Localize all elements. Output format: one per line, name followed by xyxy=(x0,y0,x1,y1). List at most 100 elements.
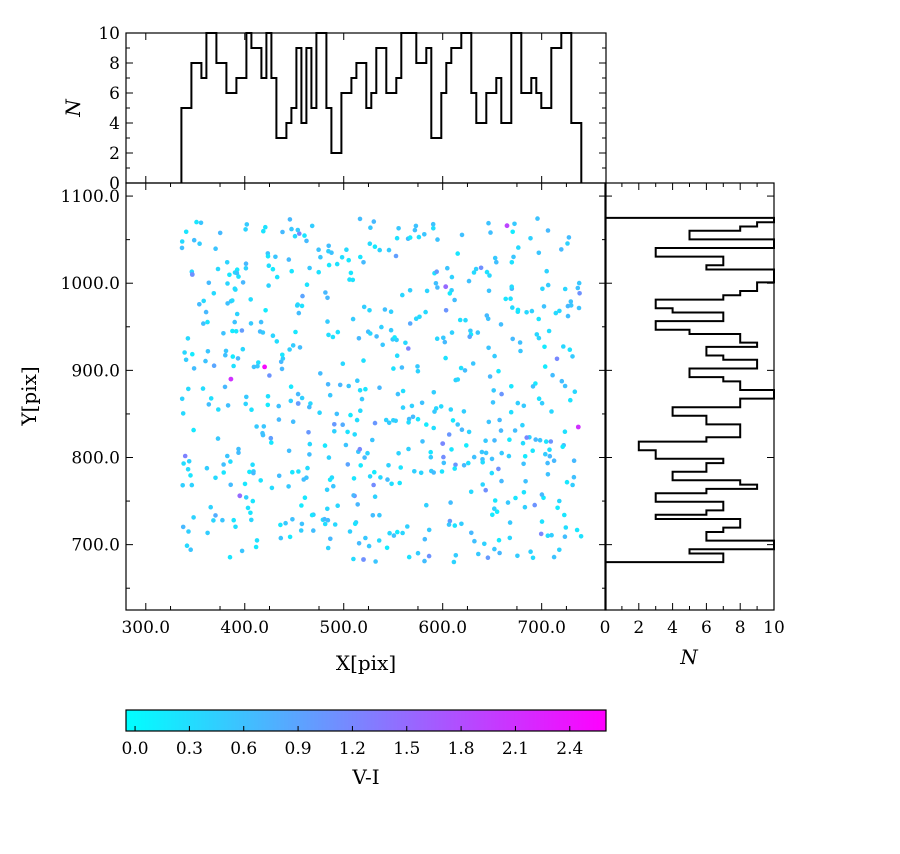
scatter-point xyxy=(308,401,313,406)
scatter-point xyxy=(521,490,527,495)
scatter-point xyxy=(550,372,555,378)
scatter-point xyxy=(206,280,212,286)
scatter-point xyxy=(215,436,221,441)
scatter-point xyxy=(357,388,363,393)
scatter-point xyxy=(431,390,437,395)
scatter-point xyxy=(279,366,285,372)
scatter-point xyxy=(204,465,210,471)
scatter-point xyxy=(496,537,502,543)
scatter-point xyxy=(191,237,197,243)
scatter-point xyxy=(250,462,255,468)
x-tick-label: 600.0 xyxy=(418,618,467,638)
scatter-point xyxy=(572,389,578,395)
scatter-point xyxy=(515,553,520,559)
scatter-point xyxy=(299,303,305,309)
scatter-point xyxy=(407,235,413,240)
scatter-point xyxy=(406,416,412,422)
scatter-point xyxy=(561,344,566,349)
scatter-point xyxy=(348,270,354,276)
scatter-point xyxy=(368,331,373,336)
scatter-point xyxy=(234,270,240,276)
scatter-point xyxy=(247,469,252,475)
scatter-point xyxy=(553,310,559,316)
right-x-tick-label: 0 xyxy=(600,618,611,638)
scatter-point xyxy=(406,346,411,351)
scatter-point xyxy=(497,550,502,556)
scatter-point xyxy=(367,308,372,313)
scatter-point xyxy=(536,335,542,341)
scatter-point xyxy=(457,317,463,323)
scatter-point xyxy=(311,528,316,533)
scatter-point xyxy=(447,291,453,296)
scatter-point xyxy=(345,429,350,435)
scatter-point xyxy=(372,494,378,500)
scatter-point xyxy=(347,529,353,534)
scatter-point xyxy=(367,474,373,479)
scatter-point xyxy=(422,232,427,237)
scatter-point xyxy=(182,453,188,459)
scatter-point xyxy=(396,451,401,456)
scatter-point-highlighted xyxy=(440,441,446,446)
scatter-point xyxy=(545,228,551,233)
scatter-point xyxy=(233,287,238,292)
scatter-point xyxy=(468,489,474,495)
scatter-point xyxy=(511,254,516,260)
right-x-tick-label: 10 xyxy=(763,618,785,638)
scatter-point xyxy=(397,480,403,486)
scatter-point xyxy=(258,478,264,483)
scatter-point xyxy=(191,366,197,371)
scatter-point xyxy=(198,220,204,226)
scatter-point xyxy=(302,233,307,238)
scatter-point xyxy=(524,310,529,315)
scatter-point xyxy=(458,365,464,371)
scatter-point xyxy=(512,428,518,433)
scatter-point xyxy=(393,418,399,424)
right-x-tick-label: 6 xyxy=(701,618,712,638)
scatter-point xyxy=(512,221,517,227)
scatter-point xyxy=(415,416,421,422)
scatter-point xyxy=(508,296,513,302)
scatter-point xyxy=(265,253,271,259)
scatter-point xyxy=(344,247,349,252)
colorbar-tick-label: 0.9 xyxy=(285,739,312,759)
scatter-point xyxy=(258,319,264,325)
scatter-point xyxy=(496,466,501,472)
scatter-point xyxy=(446,432,452,437)
scatter-point xyxy=(407,288,413,293)
scatter-point xyxy=(194,219,199,225)
scatter-point xyxy=(270,266,276,272)
scatter-point xyxy=(498,322,504,327)
scatter-point xyxy=(234,311,240,317)
scatter-point xyxy=(191,427,196,433)
scatter-point xyxy=(492,353,497,359)
scatter-point xyxy=(455,251,461,256)
scatter-point xyxy=(190,351,195,357)
scatter-point xyxy=(370,437,375,443)
scatter-point xyxy=(400,388,406,394)
scatter-point xyxy=(382,307,388,312)
scatter-point xyxy=(469,530,474,536)
scatter-point xyxy=(189,482,195,488)
scatter-point xyxy=(295,227,301,233)
scatter-point xyxy=(355,378,360,384)
scatter-point xyxy=(420,439,425,444)
scatter-point xyxy=(261,228,266,234)
scatter-point xyxy=(521,403,527,409)
top-histogram-steps xyxy=(180,32,583,183)
scatter-point xyxy=(269,440,274,445)
scatter-point xyxy=(449,330,455,335)
scatter-point xyxy=(416,234,422,240)
scatter-point xyxy=(350,316,356,322)
scatter-point xyxy=(327,392,333,398)
scatter-point xyxy=(248,510,253,516)
scatter-point xyxy=(208,504,213,510)
scatter-point xyxy=(248,321,254,326)
scatter-point xyxy=(255,363,260,369)
scatter-point xyxy=(326,332,331,338)
scatter-point xyxy=(394,235,400,241)
scatter-point xyxy=(455,377,461,382)
scatter-point xyxy=(203,309,209,315)
scatter-point xyxy=(378,475,383,480)
scatter-point xyxy=(535,216,540,221)
scatter-point xyxy=(548,439,554,444)
